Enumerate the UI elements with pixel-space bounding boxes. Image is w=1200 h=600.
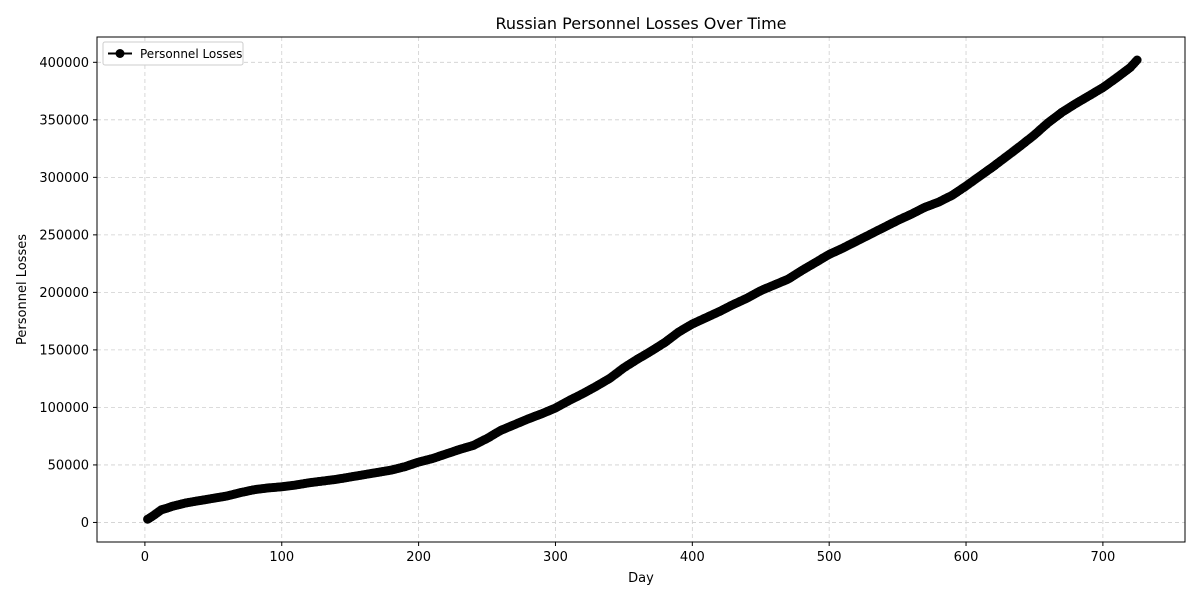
x-tick-label: 300 [543,550,568,565]
legend: Personnel Losses [102,41,244,66]
y-tick-label: 0 [81,516,89,531]
y-tick-label: 250000 [39,228,89,243]
y-tick-label: 350000 [39,113,89,128]
series-markers [143,55,1142,524]
x-tick-label: 600 [954,550,979,565]
x-tick-label: 500 [817,550,842,565]
data-point [1132,55,1142,65]
y-tick-label: 100000 [39,401,89,416]
y-tick-label: 150000 [39,343,89,358]
chart-title: Russian Personnel Losses Over Time [495,14,786,33]
y-axis-title: Personnel Losses [15,234,30,345]
series-line [147,59,1138,521]
y-tick-label: 400000 [39,56,89,71]
plot-frame [96,36,1186,543]
y-tick-label: 200000 [39,286,89,301]
grid [97,37,1185,542]
legend-marker-swatch [115,49,125,58]
x-tick-label: 0 [141,550,149,565]
y-tick-label: 50000 [48,458,89,473]
series-layer [143,55,1142,524]
x-axis-ticks: 0 100 200 300 400 500 600 700 [141,542,1115,565]
x-tick-label: 400 [680,550,705,565]
x-axis-title: Day [628,571,654,586]
x-tick-label: 700 [1090,550,1115,565]
y-axis-ticks: 0 50000 100000 150000 200000 250000 300000 3500… [39,56,97,531]
y-tick-label: 300000 [39,171,89,186]
legend-box [102,41,244,66]
x-tick-label: 200 [406,550,431,565]
legend-label: Personnel Losses [140,47,242,61]
x-tick-label: 100 [269,550,294,565]
